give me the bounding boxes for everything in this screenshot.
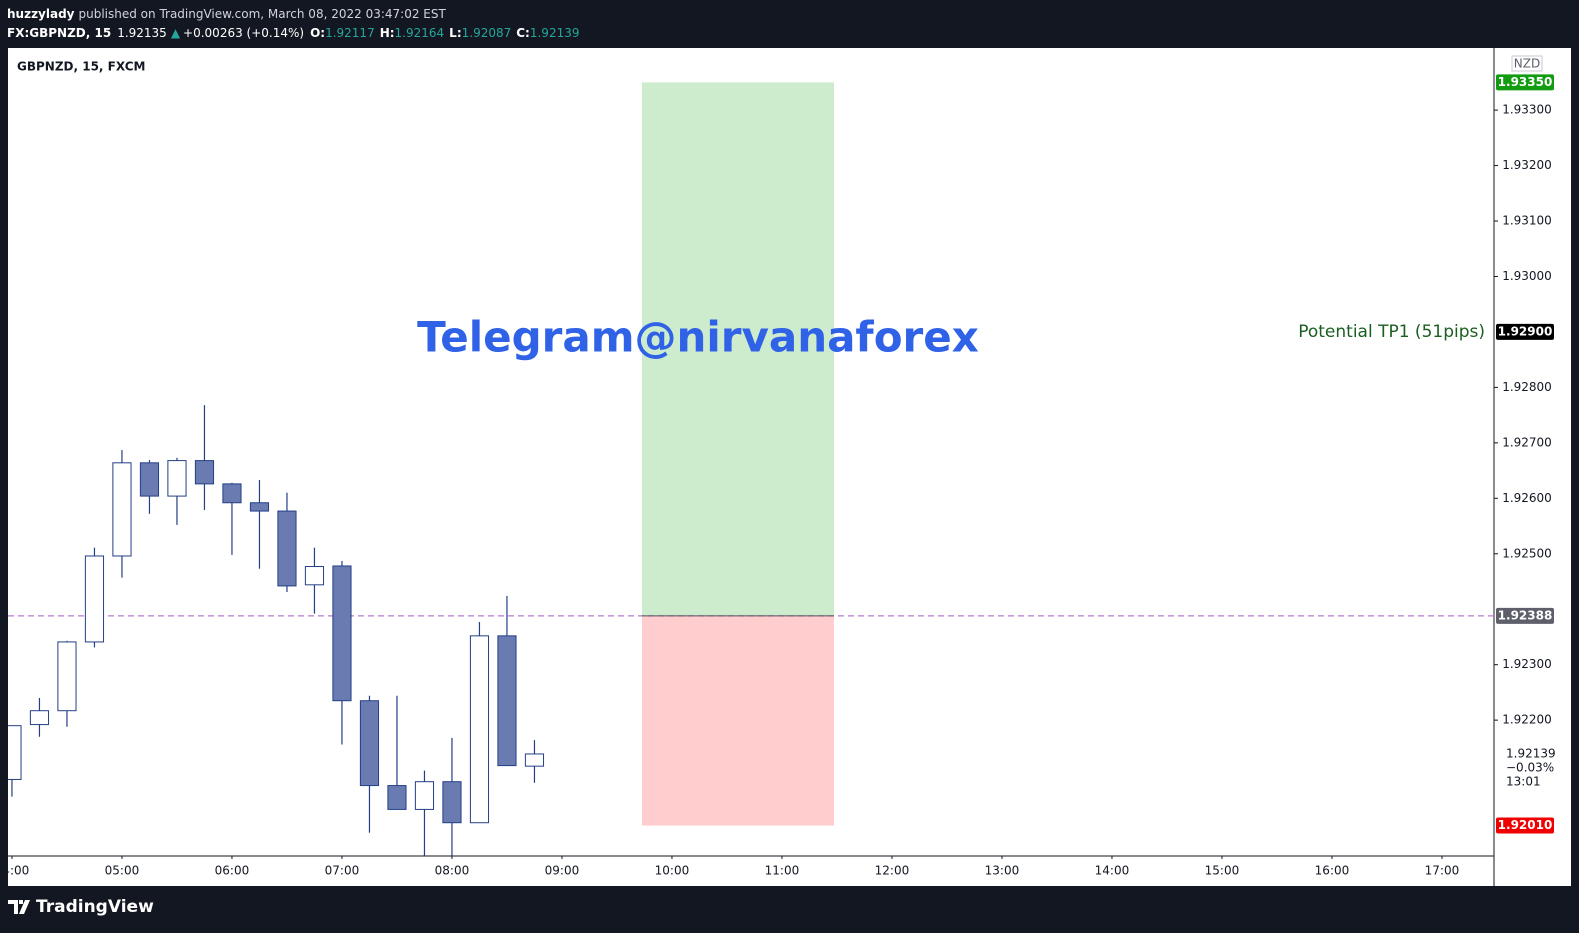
price-label: 1.92388: [1498, 608, 1553, 622]
candle-body: [469, 635, 490, 824]
currency-box: [1511, 55, 1543, 72]
y-tick-label: 1.92200: [1502, 713, 1552, 727]
price-label: 1.93350: [1498, 75, 1553, 89]
candle-body: [524, 753, 545, 767]
x-tick-label: 06:00: [215, 864, 250, 878]
candle-body: [8, 725, 22, 780]
last-price: 1.92135: [117, 26, 167, 40]
candle-body: [277, 510, 297, 587]
x-tick-label: 13:00: [985, 864, 1020, 878]
y-tick-label: 1.92500: [1502, 546, 1552, 560]
tp-annotation: Potential TP1 (51pips): [1298, 322, 1485, 342]
candle-body: [304, 566, 325, 586]
change-arrow: ▲: [171, 26, 181, 40]
watermark: Telegram@nirvanaforex: [417, 313, 979, 362]
x-tick-label: 07:00: [325, 864, 360, 878]
x-tick-label: 17:00: [1425, 864, 1460, 878]
candle-body: [442, 781, 462, 824]
ohlc-value: 1.92164: [395, 26, 445, 40]
price-label-box: [1496, 323, 1554, 340]
ohlc-value: 1.92139: [530, 26, 580, 40]
candle-body: [167, 460, 187, 497]
candle-body: [249, 502, 270, 512]
price-label-box: [1496, 817, 1554, 834]
stop-zone: [641, 615, 834, 826]
candle-body: [359, 700, 380, 787]
ohlc-label: O:: [310, 26, 325, 40]
candle-body: [332, 565, 352, 702]
countdown: 13:01: [1506, 774, 1541, 788]
symbol-line: FX:GBPNZD, 15 1.92135 ▲ +0.00263 (+0.14%) O:…: [7, 26, 579, 40]
published: published on TradingView.com, March 08, …: [79, 7, 447, 21]
y-tick-label: 1.93100: [1502, 214, 1552, 228]
y-tick-label: 1.92700: [1502, 435, 1552, 449]
current-price-bg: [1496, 745, 1566, 784]
x-tick-label: 14:00: [1095, 864, 1130, 878]
current-price: 1.92139: [1506, 746, 1556, 760]
candle-body: [29, 710, 50, 726]
current-change: −0.03%: [1506, 760, 1554, 774]
y-tick-label: 1.93300: [1502, 103, 1552, 117]
candle-body: [57, 641, 77, 712]
publish-line: huzzylady published on TradingView.com, M…: [7, 7, 446, 21]
ohlc-value: 1.92087: [462, 26, 512, 40]
candle-body: [194, 460, 215, 485]
footer-brand: TradingView: [36, 897, 154, 917]
x-tick-label: 05:00: [105, 864, 140, 878]
candle-body: [222, 483, 242, 504]
x-tick-label: 12:00: [875, 864, 910, 878]
change: +0.00263 (+0.14%): [183, 26, 304, 40]
ohlc-value: 1.92117: [325, 26, 375, 40]
x-tick-label: 10:00: [655, 864, 690, 878]
x-tick-label: 04:00: [0, 864, 29, 878]
price-label-box: [1496, 74, 1554, 91]
y-tick-label: 1.93000: [1502, 269, 1552, 283]
ohlc-label: H:: [380, 26, 395, 40]
price-label: 1.92010: [1498, 818, 1553, 832]
x-tick-label: 15:00: [1205, 864, 1240, 878]
x-tick-label: 09:00: [545, 864, 580, 878]
symbol: FX:GBPNZD, 15: [7, 26, 111, 40]
candle-body: [387, 785, 407, 810]
candle-body: [414, 781, 435, 810]
symbol-label: GBPNZD, 15, FXCM: [17, 60, 145, 74]
author: huzzylady: [7, 7, 75, 21]
ohlc-label: C:: [516, 26, 530, 40]
candle-body: [497, 635, 517, 767]
candle-body: [112, 462, 132, 557]
target-zone: [641, 82, 834, 616]
candle-body: [84, 555, 105, 643]
price-label-box: [1496, 607, 1554, 624]
x-tick-label: 08:00: [435, 864, 470, 878]
candle-body: [139, 462, 160, 497]
ohlc-label: L:: [449, 26, 461, 40]
plot: Telegram@nirvanaforex 04:00 05:00 06:00 07:0…: [0, 82, 1494, 878]
price-label: 1.92900: [1498, 324, 1553, 338]
currency: NZD: [1514, 57, 1540, 71]
y-tick-label: 1.92800: [1502, 380, 1552, 394]
y-tick-label: 1.92300: [1502, 657, 1552, 671]
x-tick-label: 16:00: [1315, 864, 1350, 878]
x-tick-label: 11:00: [765, 864, 800, 878]
footer-logo: [8, 900, 30, 914]
y-tick-label: 1.92600: [1502, 491, 1552, 505]
y-tick-label: 1.93200: [1502, 158, 1552, 172]
